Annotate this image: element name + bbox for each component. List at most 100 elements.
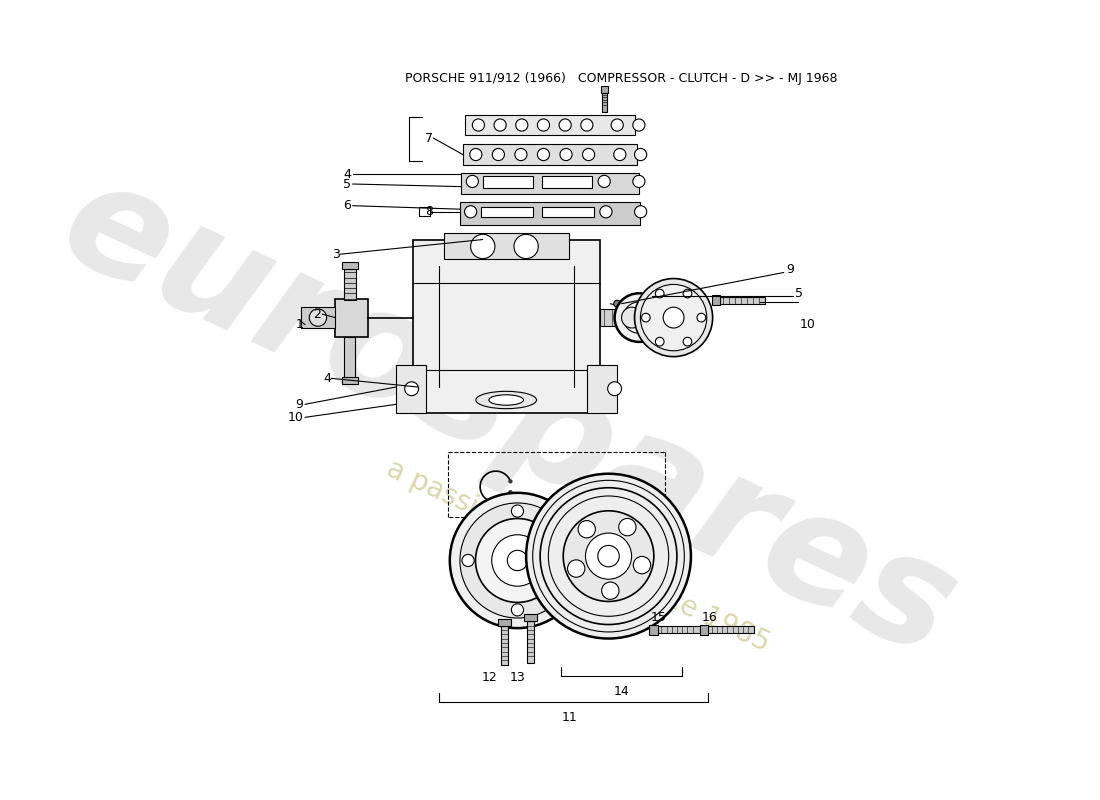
Bar <box>342 377 358 383</box>
Bar <box>706 626 755 634</box>
Bar <box>712 295 720 306</box>
Circle shape <box>563 511 653 602</box>
Circle shape <box>309 309 327 326</box>
Circle shape <box>568 560 585 578</box>
Circle shape <box>508 480 513 483</box>
Text: 10: 10 <box>287 411 304 424</box>
Text: a passion for parts since 1985: a passion for parts since 1985 <box>382 454 774 658</box>
Bar <box>500 626 508 665</box>
Circle shape <box>462 554 474 566</box>
Text: 13: 13 <box>509 670 526 684</box>
Bar <box>344 337 355 380</box>
Circle shape <box>697 314 706 322</box>
Text: 1: 1 <box>295 318 304 331</box>
Circle shape <box>635 278 713 357</box>
Circle shape <box>561 554 573 566</box>
Circle shape <box>635 206 647 218</box>
Text: 16: 16 <box>702 610 717 624</box>
Circle shape <box>683 290 692 298</box>
Circle shape <box>640 285 707 350</box>
Circle shape <box>635 149 647 161</box>
Circle shape <box>508 490 513 494</box>
Text: 4: 4 <box>323 372 331 385</box>
Bar <box>649 625 658 635</box>
Circle shape <box>512 604 524 616</box>
Circle shape <box>615 294 663 342</box>
Circle shape <box>602 582 619 599</box>
Bar <box>344 266 356 300</box>
Bar <box>460 202 640 225</box>
Circle shape <box>514 234 538 258</box>
Circle shape <box>471 234 495 258</box>
Bar <box>541 206 594 217</box>
Bar <box>300 307 336 328</box>
Circle shape <box>634 557 650 574</box>
Circle shape <box>526 474 691 638</box>
Circle shape <box>618 518 636 536</box>
Circle shape <box>585 533 631 579</box>
Circle shape <box>460 503 575 618</box>
Circle shape <box>621 307 642 328</box>
Circle shape <box>472 119 484 131</box>
Circle shape <box>614 149 626 161</box>
Text: PORSCHE 911/912 (1966)   COMPRESSOR - CLUTCH - D >> - MJ 1968: PORSCHE 911/912 (1966) COMPRESSOR - CLUT… <box>405 72 838 85</box>
Circle shape <box>405 382 419 396</box>
Text: 9: 9 <box>295 398 304 411</box>
Text: eurospares: eurospares <box>40 146 978 689</box>
Circle shape <box>581 119 593 131</box>
Text: 8: 8 <box>425 206 432 218</box>
Circle shape <box>470 149 482 161</box>
Ellipse shape <box>476 391 537 409</box>
Circle shape <box>612 119 624 131</box>
Text: 15: 15 <box>651 610 667 624</box>
Bar <box>443 233 570 258</box>
Text: 5: 5 <box>343 178 351 190</box>
Bar <box>527 621 534 663</box>
Bar <box>461 173 639 194</box>
Circle shape <box>464 206 476 218</box>
Circle shape <box>507 550 528 570</box>
Bar <box>336 298 368 337</box>
Bar <box>586 366 617 413</box>
Bar <box>481 206 534 217</box>
Bar <box>414 239 600 413</box>
Circle shape <box>494 119 506 131</box>
Circle shape <box>597 546 619 567</box>
Circle shape <box>559 119 571 131</box>
Bar <box>483 176 534 188</box>
Circle shape <box>560 149 572 161</box>
Bar <box>602 93 607 112</box>
Circle shape <box>475 518 560 602</box>
Circle shape <box>614 300 620 307</box>
Bar <box>600 309 648 326</box>
Circle shape <box>683 338 692 346</box>
Circle shape <box>492 534 543 586</box>
Ellipse shape <box>488 394 524 406</box>
Circle shape <box>538 149 550 161</box>
Circle shape <box>656 338 664 346</box>
Text: 6: 6 <box>343 199 351 212</box>
Text: 14: 14 <box>614 685 629 698</box>
Bar <box>525 614 537 621</box>
Text: 5: 5 <box>795 287 803 300</box>
Text: 10: 10 <box>800 318 815 331</box>
Circle shape <box>598 175 611 187</box>
Circle shape <box>466 175 478 187</box>
Circle shape <box>632 119 645 131</box>
Circle shape <box>656 290 664 298</box>
Text: 11: 11 <box>562 710 578 723</box>
Circle shape <box>607 382 621 396</box>
Bar <box>463 144 637 165</box>
Text: 12: 12 <box>482 670 497 684</box>
Bar <box>717 297 764 304</box>
Circle shape <box>579 521 595 538</box>
Text: 4: 4 <box>343 168 351 181</box>
Circle shape <box>493 149 505 161</box>
Bar <box>396 366 427 413</box>
Circle shape <box>624 302 654 334</box>
Circle shape <box>600 206 612 218</box>
Text: 3: 3 <box>332 248 340 261</box>
Circle shape <box>512 505 524 517</box>
Circle shape <box>583 149 595 161</box>
Circle shape <box>516 119 528 131</box>
